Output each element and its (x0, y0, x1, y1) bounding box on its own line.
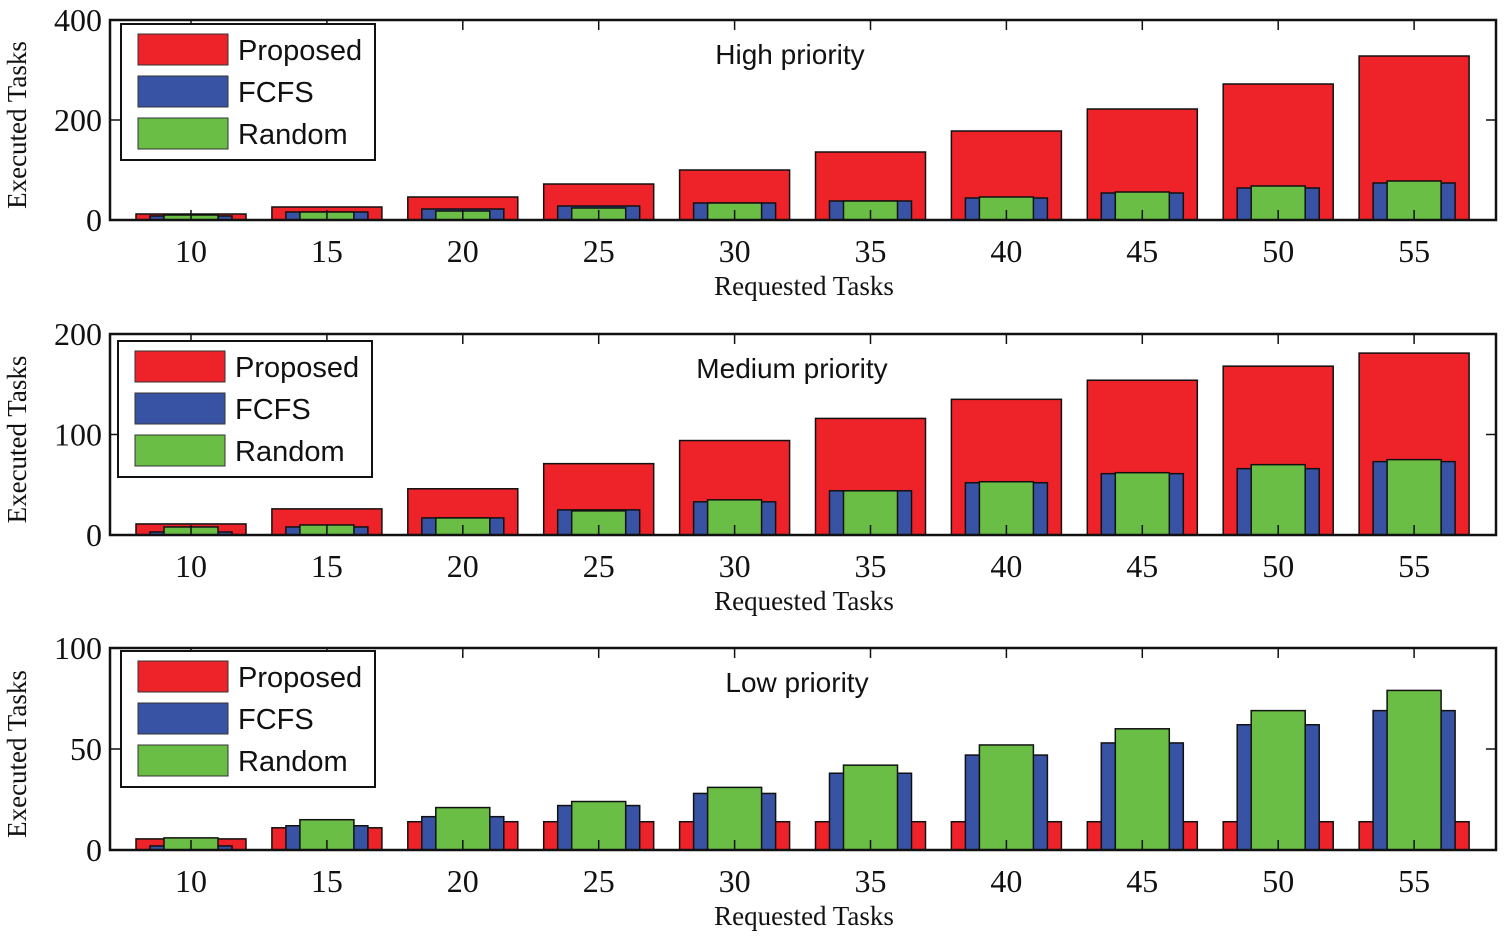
legend-label-random: Random (235, 436, 345, 468)
y-axis-label: Executed Tasks (2, 41, 32, 209)
x-tick-label: 40 (990, 548, 1022, 584)
legend-label-proposed: Proposed (238, 662, 362, 694)
subplot-medium-priority: 10 15 20 25 30 35 40 45 50 55 0 100 200 Executed Task… (2, 316, 1498, 616)
x-tick-label: 40 (990, 233, 1022, 269)
bar-random-40 (978, 744, 1035, 851)
subplot-title: High priority (715, 39, 864, 70)
x-tick-label: 50 (1262, 863, 1294, 899)
x-tick-label: 10 (175, 863, 207, 899)
x-tick-label: 40 (990, 863, 1022, 899)
x-axis-label: Requested Tasks (714, 271, 894, 301)
y-tick-label: 100 (54, 630, 102, 666)
x-tick-label: 35 (855, 863, 887, 899)
subplot-title: Low priority (725, 667, 868, 698)
y-tick-label: 100 (54, 417, 102, 453)
y-tick-label: 0 (86, 202, 102, 238)
legend-swatch-proposed (137, 660, 229, 693)
x-tick-label: 50 (1262, 548, 1294, 584)
bar-random-55 (1386, 689, 1442, 851)
x-tick-label: 20 (447, 863, 479, 899)
y-axis-label: Executed Tasks (2, 356, 32, 524)
x-tick-label: 30 (719, 233, 751, 269)
legend-swatch-random (134, 434, 226, 467)
legend-label-random: Random (238, 119, 348, 151)
x-tick-label: 35 (855, 233, 887, 269)
x-tick-label: 45 (1126, 548, 1158, 584)
x-tick-label: 25 (583, 233, 615, 269)
legend-label-fcfs: FCFS (238, 704, 314, 736)
bar-random-55 (1386, 458, 1442, 536)
x-tick-label: 35 (855, 548, 887, 584)
x-tick-label: 20 (447, 233, 479, 269)
y-tick-label: 50 (70, 731, 102, 767)
legend-label-random: Random (238, 746, 348, 778)
x-tick-label: 10 (175, 548, 207, 584)
legend-swatch-proposed (134, 350, 226, 383)
x-tick-label: 15 (311, 233, 343, 269)
y-axis-label: Executed Tasks (2, 670, 32, 838)
legend-swatch-fcfs (137, 702, 229, 735)
x-tick-label: 55 (1398, 233, 1430, 269)
subplot-high-priority: 10 15 20 25 30 35 40 45 50 55 0 200 400 Executed Task… (2, 2, 1498, 301)
x-tick-label: 30 (719, 863, 751, 899)
legend-label-proposed: Proposed (235, 352, 359, 384)
legend-label-fcfs: FCFS (235, 394, 311, 426)
bar-random-35 (842, 764, 899, 851)
legend-swatch-random (137, 744, 229, 777)
legend: Proposed FCFS Random (120, 23, 376, 161)
x-axis-label: Requested Tasks (714, 901, 894, 931)
bar-random-30 (706, 786, 763, 851)
legend-label-fcfs: FCFS (238, 77, 314, 109)
x-tick-label: 50 (1262, 233, 1294, 269)
legend-swatch-random (137, 117, 229, 150)
legend: Proposed FCFS Random (120, 650, 376, 788)
y-tick-label: 0 (86, 517, 102, 553)
bar-random-45 (1114, 728, 1171, 851)
legend-swatch-fcfs (134, 392, 226, 425)
x-tick-label: 20 (447, 548, 479, 584)
x-tick-label: 25 (583, 863, 615, 899)
x-tick-label: 30 (719, 548, 751, 584)
legend-swatch-fcfs (137, 75, 229, 108)
legend-label-proposed: Proposed (238, 35, 362, 67)
x-axis-label: Requested Tasks (714, 586, 894, 616)
bar-random-50 (1250, 709, 1306, 851)
y-tick-label: 200 (54, 102, 102, 138)
legend: Proposed FCFS Random (117, 340, 373, 478)
x-tick-label: 45 (1126, 233, 1158, 269)
x-tick-label: 45 (1126, 863, 1158, 899)
bar-random-50 (1250, 463, 1306, 536)
x-tick-label: 55 (1398, 548, 1430, 584)
x-tick-label: 15 (311, 548, 343, 584)
y-tick-label: 400 (54, 2, 102, 38)
x-tick-label: 25 (583, 548, 615, 584)
legend-swatch-proposed (137, 33, 229, 66)
y-tick-label: 200 (54, 316, 102, 352)
subplot-title: Medium priority (696, 353, 887, 384)
x-tick-label: 15 (311, 863, 343, 899)
subplot-low-priority: 10 15 20 25 30 35 40 45 50 55 0 50 100 Executed Tasks… (2, 630, 1498, 931)
x-tick-label: 10 (175, 233, 207, 269)
x-tick-label: 55 (1398, 863, 1430, 899)
bar-random-45 (1114, 471, 1171, 536)
y-tick-label: 0 (86, 832, 102, 868)
